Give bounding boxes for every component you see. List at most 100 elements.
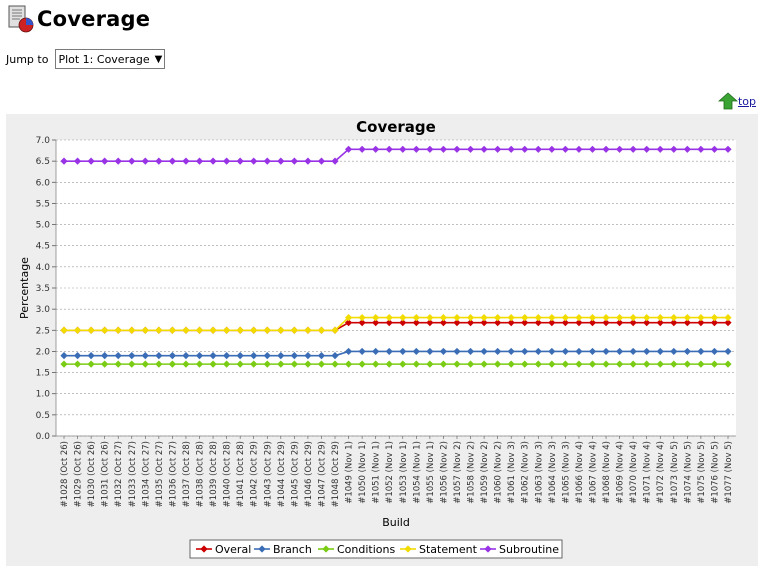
data-point-statement: [155, 326, 163, 334]
data-point-subroutine: [277, 157, 285, 165]
data-point-branch: [453, 347, 461, 356]
y-tick-label: 4.0: [36, 263, 51, 273]
x-tick-label: #1036 (Oct 27): [168, 441, 178, 507]
y-tick-label: 7.0: [36, 136, 51, 146]
x-tick-label: #1072 (Nov 4): [656, 441, 666, 504]
x-tick-label: #1060 (Nov 2): [494, 441, 504, 504]
data-point-subroutine: [453, 145, 461, 153]
jump-to-label: Jump to: [6, 52, 49, 66]
data-point-subroutine: [263, 157, 271, 165]
data-point-subroutine: [697, 145, 705, 153]
x-tick-label: #1032 (Oct 27): [114, 441, 124, 507]
data-point-branch: [290, 352, 298, 360]
x-tick-label: #1073 (Nov 5): [670, 441, 680, 504]
data-point-subroutine: [615, 145, 624, 153]
legend-swatch-conditions: [322, 545, 330, 553]
data-point-statement: [223, 326, 231, 334]
data-point-conditions: [290, 360, 298, 368]
data-point-subroutine: [317, 157, 326, 165]
data-point-subroutine: [344, 145, 353, 153]
x-tick-label: #1037 (Oct 28): [182, 441, 192, 507]
data-point-statement: [141, 326, 149, 334]
x-tick-label: #1048 (Oct 29): [331, 441, 341, 507]
x-tick-label: #1030 (Oct 26): [87, 441, 97, 507]
data-point-subroutine: [724, 145, 732, 153]
data-point-subroutine: [439, 145, 448, 153]
data-point-conditions: [453, 360, 461, 368]
data-point-statement: [195, 326, 204, 334]
data-point-subroutine: [588, 145, 597, 153]
data-point-conditions: [331, 360, 339, 368]
data-point-subroutine: [155, 157, 163, 165]
data-point-subroutine: [507, 145, 515, 153]
data-point-overal: [385, 319, 393, 327]
data-point-subroutine: [385, 145, 393, 153]
x-tick-label: #1058 (Nov 2): [467, 441, 477, 504]
data-point-subroutine: [290, 157, 298, 165]
x-tick-label: #1076 (Nov 5): [710, 441, 720, 504]
data-point-statement: [168, 326, 177, 334]
data-point-subroutine: [494, 145, 502, 153]
coverage-report-icon: [8, 5, 35, 34]
data-point-subroutine: [101, 157, 109, 165]
up-arrow-icon[interactable]: [717, 92, 738, 110]
data-point-statement: [182, 326, 190, 334]
data-point-conditions: [101, 360, 109, 368]
x-tick-label: #1055 (Nov 1): [426, 441, 436, 504]
x-tick-label: #1047 (Oct 29): [317, 441, 327, 507]
legend-box: [189, 539, 563, 559]
data-point-subroutine: [223, 157, 231, 165]
x-tick-label: #1043 (Oct 29): [263, 441, 273, 507]
data-point-subroutine: [372, 145, 380, 153]
data-point-subroutine: [236, 157, 244, 165]
data-point-branch: [507, 347, 515, 356]
x-tick-label: #1074 (Nov 5): [683, 441, 693, 504]
y-tick-label: 6.0: [36, 178, 51, 188]
data-point-subroutine: [426, 145, 434, 153]
plot-select-value: Plot 1: Coverage: [58, 52, 150, 66]
data-point-subroutine: [710, 145, 719, 153]
x-tick-label: #1031 (Oct 26): [101, 441, 111, 507]
x-axis-label: Build: [382, 516, 410, 529]
x-tick-label: #1044 (Oct 29): [277, 441, 287, 507]
page-title: Coverage: [37, 7, 151, 31]
legend-swatch-statement: [404, 545, 412, 553]
data-point-subroutine: [643, 145, 651, 153]
data-point-subroutine: [73, 157, 82, 165]
data-point-overal: [412, 319, 420, 327]
data-point-statement: [494, 314, 502, 322]
data-point-statement: [304, 326, 312, 334]
data-point-overal: [494, 319, 502, 327]
y-tick-label: 5.0: [36, 221, 51, 231]
data-point-branch: [466, 347, 475, 356]
data-point-subroutine: [683, 145, 691, 153]
data-point-conditions: [317, 360, 326, 368]
data-point-subroutine: [412, 145, 420, 153]
data-point-conditions: [507, 360, 515, 368]
data-point-statement: [331, 326, 339, 334]
top-link-row: top: [717, 92, 756, 110]
data-point-subroutine: [534, 145, 542, 153]
data-point-statement: [290, 326, 298, 334]
top-link[interactable]: top: [737, 94, 756, 108]
data-point-statement: [466, 314, 475, 322]
y-tick-label: 1.5: [36, 369, 50, 379]
x-tick-label: #1045 (Oct 29): [290, 441, 300, 507]
data-point-subroutine: [182, 157, 190, 165]
data-point-subroutine: [670, 145, 678, 153]
y-axis-label: Percentage: [18, 257, 31, 319]
data-point-overal: [399, 319, 407, 327]
data-point-overal: [453, 319, 461, 327]
data-point-statement: [277, 326, 285, 334]
x-tick-label: #1054 (Nov 1): [412, 441, 422, 504]
page-header: Coverage: [8, 4, 150, 34]
data-point-statement: [128, 326, 136, 334]
data-point-subroutine: [168, 157, 177, 165]
data-point-statement: [114, 326, 122, 334]
plot-select[interactable]: Plot 1: Coverage ▼: [55, 49, 166, 69]
data-point-statement: [101, 326, 109, 334]
y-tick-label: 4.5: [36, 242, 50, 252]
data-point-subroutine: [656, 145, 664, 153]
y-tick-label: 0.0: [36, 432, 51, 442]
data-point-subroutine: [480, 145, 488, 153]
